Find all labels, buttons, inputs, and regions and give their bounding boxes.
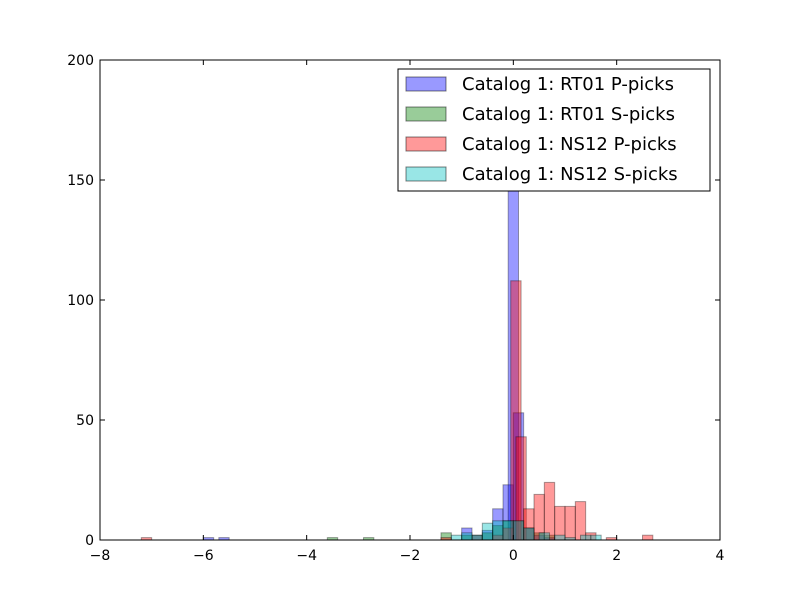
bar-series-2-bin-10	[564, 505, 576, 541]
bar-series-3-bin-1	[461, 532, 473, 541]
y-tick-label: 50	[76, 413, 94, 429]
bar-series-1-bin-4	[471, 534, 483, 541]
x-tick-label: 4	[716, 548, 725, 564]
y-tick-label: 0	[85, 533, 94, 549]
legend-label-2: Catalog 1: NS12 P-picks	[462, 134, 677, 155]
bar-series-3-bin-8	[554, 534, 566, 541]
bar-series-3-bin-10	[580, 534, 592, 541]
legend: Catalog 1: RT01 P-picks Catalog 1: RT01 S…	[397, 68, 711, 192]
y-tick-label: 100	[67, 293, 94, 309]
legend-swatch-3	[405, 166, 447, 182]
legend-label-1: Catalog 1: RT01 S-picks	[462, 104, 675, 125]
bar-series-3-bin-3	[492, 520, 504, 541]
bar-series-3-bin-0	[450, 534, 463, 541]
bar-series-2-bin-8	[543, 481, 556, 541]
legend-swatch-2	[405, 136, 447, 152]
legend-box	[397, 68, 711, 192]
x-tick-label: −2	[400, 548, 421, 564]
bar-series-2-bin-14	[642, 534, 654, 541]
legend-swatch-1	[405, 106, 447, 122]
x-tick-label: −4	[296, 548, 317, 564]
bar-series-2-bin-11	[574, 501, 587, 541]
legend-swatch-0	[405, 76, 447, 92]
bar-series-3-bin-5	[512, 520, 525, 541]
legend-label-3: Catalog 1: NS12 S-picks	[462, 164, 678, 185]
plot-frame	[99, 59, 721, 541]
bar-series-3-bin-6	[523, 527, 535, 541]
y-tick-label: 150	[67, 173, 94, 189]
y-tick-label: 200	[67, 53, 94, 69]
bar-series-3-bin-7	[538, 532, 550, 541]
histogram-bars	[140, 155, 654, 541]
x-tick-label: 0	[509, 548, 518, 564]
x-tick-label: −8	[90, 548, 111, 564]
axis-ticks: −8 −6 −4 −2 0 2 4 0 50 100 150 200	[67, 53, 724, 564]
bar-series-3-bin-4	[502, 520, 514, 541]
bar-series-3-bin-2	[481, 522, 494, 541]
x-tick-label: 2	[612, 548, 621, 564]
bar-series-3-bin-11	[590, 534, 602, 541]
legend-label-0: Catalog 1: RT01 P-picks	[462, 74, 674, 95]
x-tick-label: −6	[193, 548, 214, 564]
